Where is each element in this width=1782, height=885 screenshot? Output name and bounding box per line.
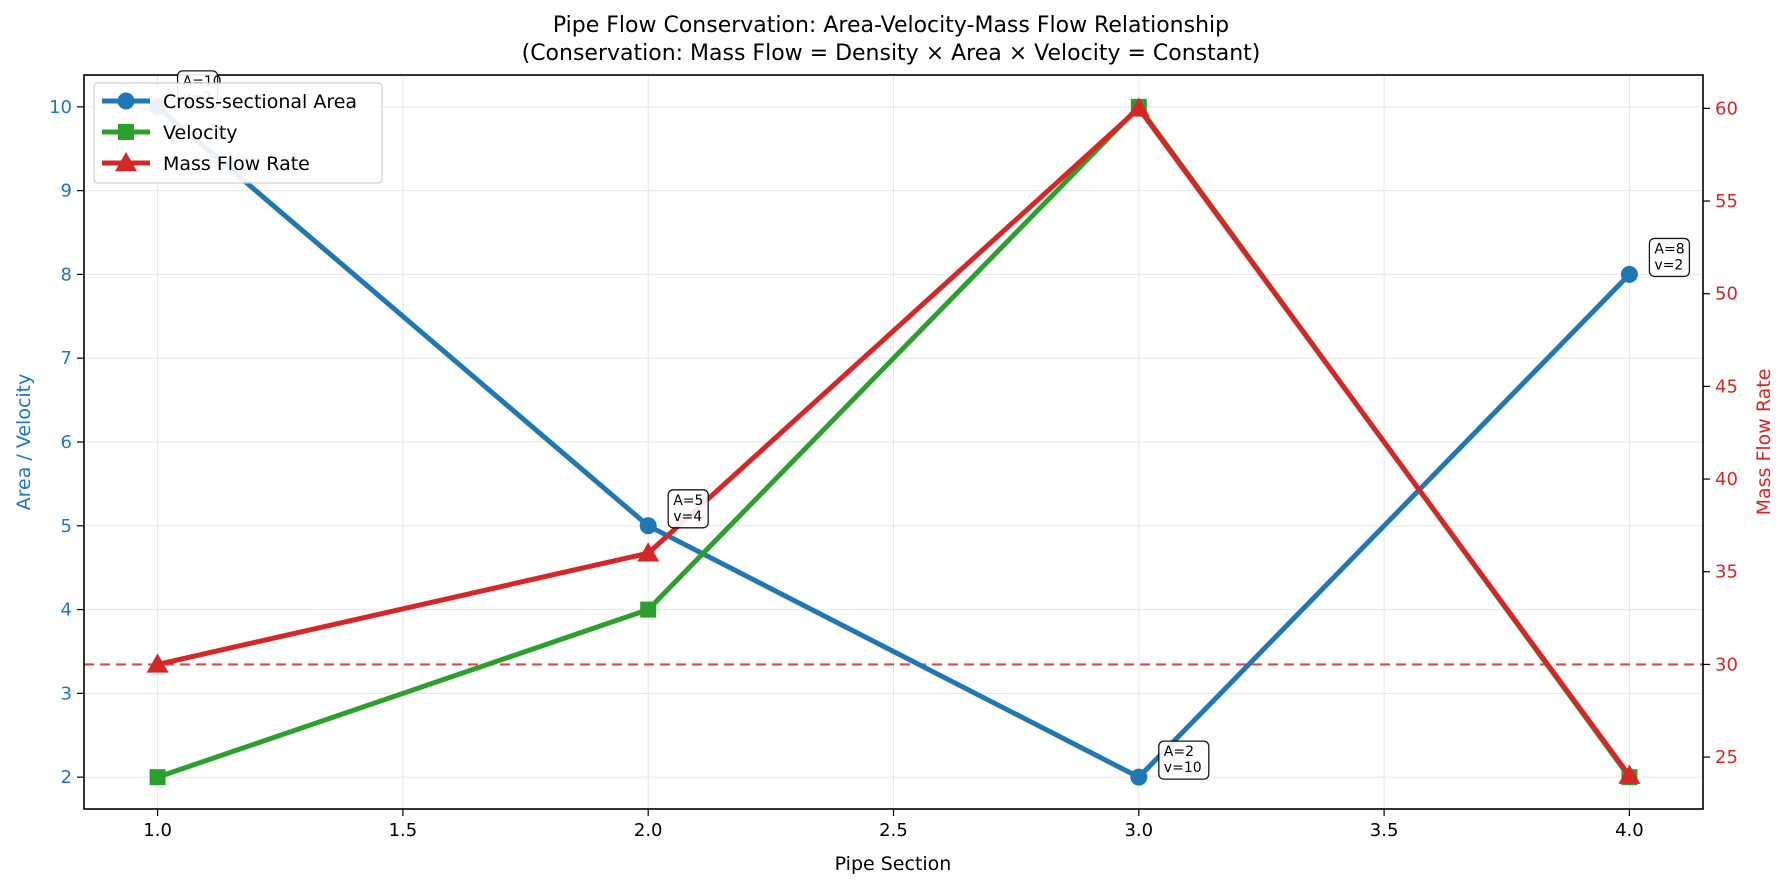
x-tick-label: 2.0	[634, 820, 663, 841]
legend-label: Mass Flow Rate	[163, 153, 310, 175]
legend-marker	[117, 92, 135, 110]
y-axis-left: 2 3 4 5 6 7 8 9 10	[49, 97, 84, 788]
legend-marker	[118, 124, 134, 140]
y-left-tick-label: 8	[61, 264, 72, 285]
annotation-text: v=4	[673, 509, 702, 525]
y-right-tick-label: 35	[1715, 562, 1738, 583]
series-line	[155, 104, 1632, 780]
legend-label: Cross-sectional Area	[163, 91, 357, 113]
annotation-box	[667, 489, 709, 529]
y-left-tick-label: 2	[61, 767, 72, 788]
annotation-text: A=2	[1164, 744, 1194, 760]
x-tick-label: 4.0	[1615, 820, 1644, 841]
annotation: A=5v=4	[667, 489, 709, 529]
data-point	[1618, 764, 1641, 784]
y-right-tick-label: 55	[1715, 191, 1738, 212]
data-point	[1130, 768, 1148, 786]
y-right-tick-label: 25	[1715, 747, 1738, 768]
y-left-tick-label: 3	[61, 683, 72, 704]
data-point	[1127, 97, 1150, 117]
grid	[84, 75, 1703, 809]
y-axis-left-label: Area / Velocity	[13, 374, 35, 511]
series-group	[146, 97, 1641, 786]
y-left-tick-label: 4	[61, 600, 72, 621]
annotation-text: v=2	[1654, 257, 1683, 273]
y-left-tick-label: 9	[61, 181, 72, 202]
annotation-text: v=10	[1164, 760, 1202, 776]
y-left-tick-label: 7	[61, 348, 72, 369]
annotation-text: A=8	[1654, 241, 1684, 257]
chart-subtitle: (Conservation: Mass Flow = Density × Are…	[522, 41, 1261, 66]
y-axis-right-label: Mass Flow Rate	[1753, 369, 1775, 516]
annotation: A=8v=2	[1648, 237, 1691, 278]
y-right-tick-label: 50	[1715, 284, 1738, 305]
y-left-tick-label: 6	[61, 432, 72, 453]
y-right-tick-label: 40	[1715, 469, 1738, 490]
x-tick-label: 3.0	[1124, 820, 1153, 841]
y-right-tick-label: 60	[1715, 98, 1738, 119]
legend-label: Velocity	[163, 122, 238, 144]
y-left-tick-label: 10	[49, 97, 72, 118]
legend: Cross-sectional Area Velocity Mass Flow Ra…	[93, 82, 383, 184]
data-point	[640, 601, 657, 618]
data-point	[1620, 265, 1638, 283]
y-left-tick-label: 5	[61, 516, 72, 537]
legend-box	[93, 82, 383, 184]
series-line	[157, 105, 1632, 778]
x-tick-label: 3.5	[1370, 820, 1399, 841]
x-axis-label: Pipe Section	[835, 853, 952, 875]
annotation-box	[1158, 740, 1210, 780]
y-right-tick-label: 30	[1715, 654, 1738, 675]
data-point	[639, 517, 657, 535]
x-tick-label: 1.0	[143, 820, 172, 841]
data-point	[146, 653, 169, 673]
data-point	[149, 769, 166, 786]
legend-marker	[115, 152, 137, 172]
annotation-box	[1648, 237, 1691, 278]
series-mass-flow-rate	[146, 97, 1641, 784]
annotation-text: A=5	[673, 493, 703, 509]
x-tick-label: 2.5	[879, 820, 908, 841]
x-axis: 1.0 1.5 2.0 2.5 3.0 3.5 4.0	[143, 809, 1644, 841]
y-axis-right: 25 30 35 40 45 50 55 60	[1703, 98, 1738, 768]
y-right-tick-label: 45	[1715, 376, 1738, 397]
x-tick-label: 1.5	[389, 820, 418, 841]
annotation: A=2v=10	[1158, 740, 1210, 780]
chart-title: Pipe Flow Conservation: Area-Velocity-Ma…	[553, 13, 1229, 38]
data-point	[637, 542, 660, 562]
